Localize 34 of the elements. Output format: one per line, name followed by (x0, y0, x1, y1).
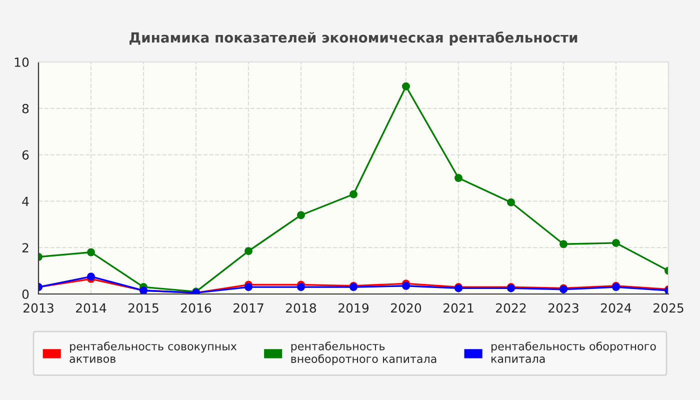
point (87, 248, 95, 256)
y-tick-label: 2 (22, 243, 28, 252)
x-tick-label: 2021 (444, 303, 474, 313)
chart-title: Динамика показателей экономическая рентабельности (130, 32, 578, 46)
y-tick-label: 4 (22, 196, 29, 206)
point (402, 82, 410, 90)
x-tick-label: 2013 (24, 303, 54, 313)
y-tick-label: 0 (22, 289, 29, 299)
point (507, 198, 515, 206)
legend-label: рентабельность внеоборотного капитала (291, 342, 436, 366)
y-tick-label: 6 (22, 150, 29, 160)
y-tick-label: 10 (14, 57, 29, 67)
point (297, 211, 305, 220)
x-tick-label: 2019 (338, 303, 369, 313)
x-tick-label: 2023 (548, 303, 578, 313)
x-tick-label: 2018 (286, 303, 316, 313)
x-tick-label: 2017 (234, 303, 264, 313)
x-tick-label: 2024 (601, 303, 632, 313)
x-tick-label: 2020 (391, 303, 422, 313)
x-tick-label: 2016 (181, 303, 212, 313)
point (297, 283, 305, 292)
y-tick-label: 8 (22, 104, 29, 114)
point (612, 238, 620, 247)
x-tick-label: 2022 (496, 303, 526, 313)
x-tick-label: 2014 (76, 303, 106, 313)
point (244, 283, 252, 292)
legend-label: рентабельность совокупных активов (70, 342, 237, 363)
x-tick-label: 2015 (128, 303, 158, 313)
x-tick-label: 2025 (654, 303, 684, 313)
point (560, 240, 568, 248)
point (350, 190, 358, 198)
point (454, 174, 462, 182)
legend-label: рентабельность оборотного капитала (492, 342, 656, 363)
point (244, 247, 252, 256)
